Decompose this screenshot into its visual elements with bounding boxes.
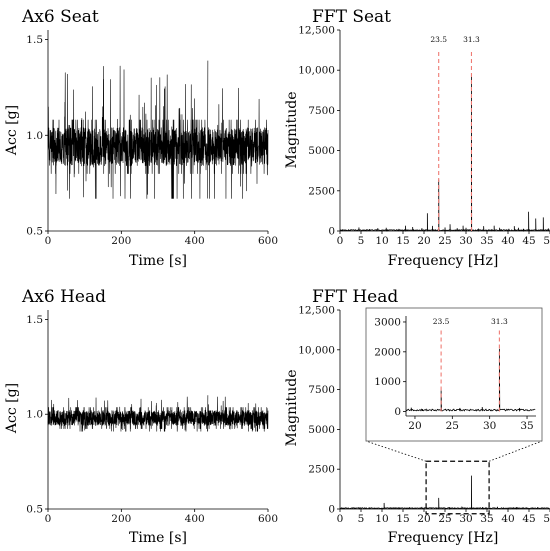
inset-y-tick-label: 0	[394, 406, 401, 418]
seat-time-x-tick-label: 0	[45, 235, 52, 247]
head-fft-x-tick-label: 40	[501, 513, 514, 525]
inset-x-tick-label: 25	[446, 420, 459, 432]
ylabel-seat-time: Acc [g]	[4, 105, 20, 156]
xlabel-head-fft: Frequency [Hz]	[388, 530, 499, 546]
title-head-fft: FFT Head	[312, 287, 398, 307]
inset-connector-right	[488, 440, 543, 462]
seat-time-x-tick-label: 200	[111, 235, 131, 247]
seat-fft-x-tick-label: 40	[501, 235, 514, 247]
panel-head-fft: 0 5 10 15 20 25 30 35 40 45 50 0 2500 5000 7500 10,000 1…	[298, 305, 550, 525]
head-fft-y-tick-label: 2500	[308, 464, 335, 476]
head-time-y-tick-label: 1.0	[26, 409, 43, 421]
inset-peak-label: 23.5	[433, 317, 450, 326]
seat-time-y-tick-label: 1.0	[26, 130, 43, 142]
panel-head-time: 0 200 400 600 0.5 1.0 1.5	[26, 310, 278, 525]
panel-seat-fft: 0 5 10 15 20 25 30 35 40 45 50 0 2500 5000 7500 10,000 1…	[298, 25, 550, 247]
inset-y-tick-label: 1000	[374, 376, 401, 388]
head-fft-y-tick-label: 12,500	[298, 305, 335, 317]
inset-spectrum-line	[405, 348, 536, 412]
head-time-series-line	[47, 395, 269, 432]
head-fft-spectrum-line	[339, 475, 550, 511]
seat-fft-x-tick-label: 5	[358, 235, 365, 247]
head-fft-x-tick-label: 35	[480, 513, 493, 525]
ylabel-head-fft: Magnitude	[284, 369, 300, 446]
inset-x-tick-label: 30	[483, 420, 496, 432]
ylabel-seat-fft: Magnitude	[284, 91, 300, 168]
head-time-x-tick-label: 0	[45, 513, 52, 525]
head-time-y-tick-label: 1.5	[26, 314, 43, 326]
seat-fft-x-tick-label: 25	[438, 235, 451, 247]
seat-fft-x-tick-label: 10	[375, 235, 388, 247]
head-fft-y-tick-label: 7500	[308, 384, 335, 396]
title-seat-time: Ax6 Seat	[21, 7, 99, 27]
panel-head-fft-inset: 20 25 30 35 0 1000 2000 3000 23.5 31.3	[365, 307, 543, 442]
seat-fft-x-tick-label: 50	[543, 235, 550, 247]
head-time-y-tick-label: 0.5	[26, 504, 43, 516]
inset-x-tick-label: 20	[408, 420, 421, 432]
head-fft-x-tick-label: 10	[375, 513, 388, 525]
inset-frame	[365, 307, 543, 442]
head-fft-x-tick-label: 15	[396, 513, 409, 525]
inset-x-tick-label: 35	[520, 420, 533, 432]
seat-fft-y-tick-label: 12,500	[298, 25, 335, 37]
seat-time-x-tick-label: 600	[258, 235, 278, 247]
head-fft-x-tick-label: 20	[417, 513, 430, 525]
title-head-time: Ax6 Head	[21, 287, 106, 307]
head-fft-x-tick-label: 25	[438, 513, 451, 525]
seat-fft-x-tick-label: 45	[522, 235, 535, 247]
seat-fft-y-tick-label: 5000	[308, 145, 335, 157]
head-fft-zoom-box	[425, 460, 490, 515]
xlabel-seat-fft: Frequency [Hz]	[388, 253, 499, 269]
head-fft-x-tick-label: 0	[337, 513, 344, 525]
head-fft-x-tick-label: 30	[459, 513, 472, 525]
head-time-x-tick-label: 400	[185, 513, 205, 525]
inset-connector-left	[365, 440, 427, 462]
head-fft-y-tick-label: 0	[328, 504, 335, 516]
seat-fft-x-tick-label: 15	[396, 235, 409, 247]
seat-fft-x-tick-label: 0	[337, 235, 344, 247]
seat-time-series-line	[47, 60, 269, 199]
seat-time-y-tick-label: 0.5	[26, 226, 43, 238]
seat-fft-x-tick-label: 30	[459, 235, 472, 247]
title-seat-fft: FFT Seat	[312, 7, 391, 27]
inset-y-tick-label: 3000	[374, 316, 401, 328]
seat-fft-y-tick-label: 10,000	[298, 65, 335, 77]
seat-fft-y-tick-label: 0	[328, 226, 335, 238]
panel-seat-time: 0 200 400 600 0.5 1.0 1.5	[26, 30, 278, 247]
seat-time-x-tick-label: 400	[185, 235, 205, 247]
head-fft-y-tick-label: 10,000	[298, 344, 335, 356]
head-time-x-tick-label: 200	[111, 513, 131, 525]
head-fft-x-tick-label: 50	[543, 513, 550, 525]
seat-fft-peak-label: 23.5	[430, 35, 447, 44]
head-fft-y-tick-label: 5000	[308, 424, 335, 436]
seat-fft-spectrum-line	[339, 75, 550, 232]
ylabel-head-time: Acc [g]	[4, 383, 20, 434]
seat-fft-x-tick-label: 35	[480, 235, 493, 247]
seat-fft-x-tick-label: 20	[417, 235, 430, 247]
inset-peak-label: 31.3	[491, 317, 508, 326]
inset-y-tick-label: 2000	[374, 346, 401, 358]
head-fft-x-tick-label: 45	[522, 513, 535, 525]
seat-fft-y-tick-label: 2500	[308, 185, 335, 197]
head-time-x-tick-label: 600	[258, 513, 278, 525]
xlabel-head-time: Time [s]	[129, 530, 187, 546]
seat-fft-peak-label: 31.3	[463, 35, 480, 44]
xlabel-seat-time: Time [s]	[129, 253, 187, 269]
seat-time-y-tick-label: 1.5	[26, 34, 43, 46]
seat-fft-y-tick-label: 7500	[308, 105, 335, 117]
head-fft-x-tick-label: 5	[358, 513, 365, 525]
